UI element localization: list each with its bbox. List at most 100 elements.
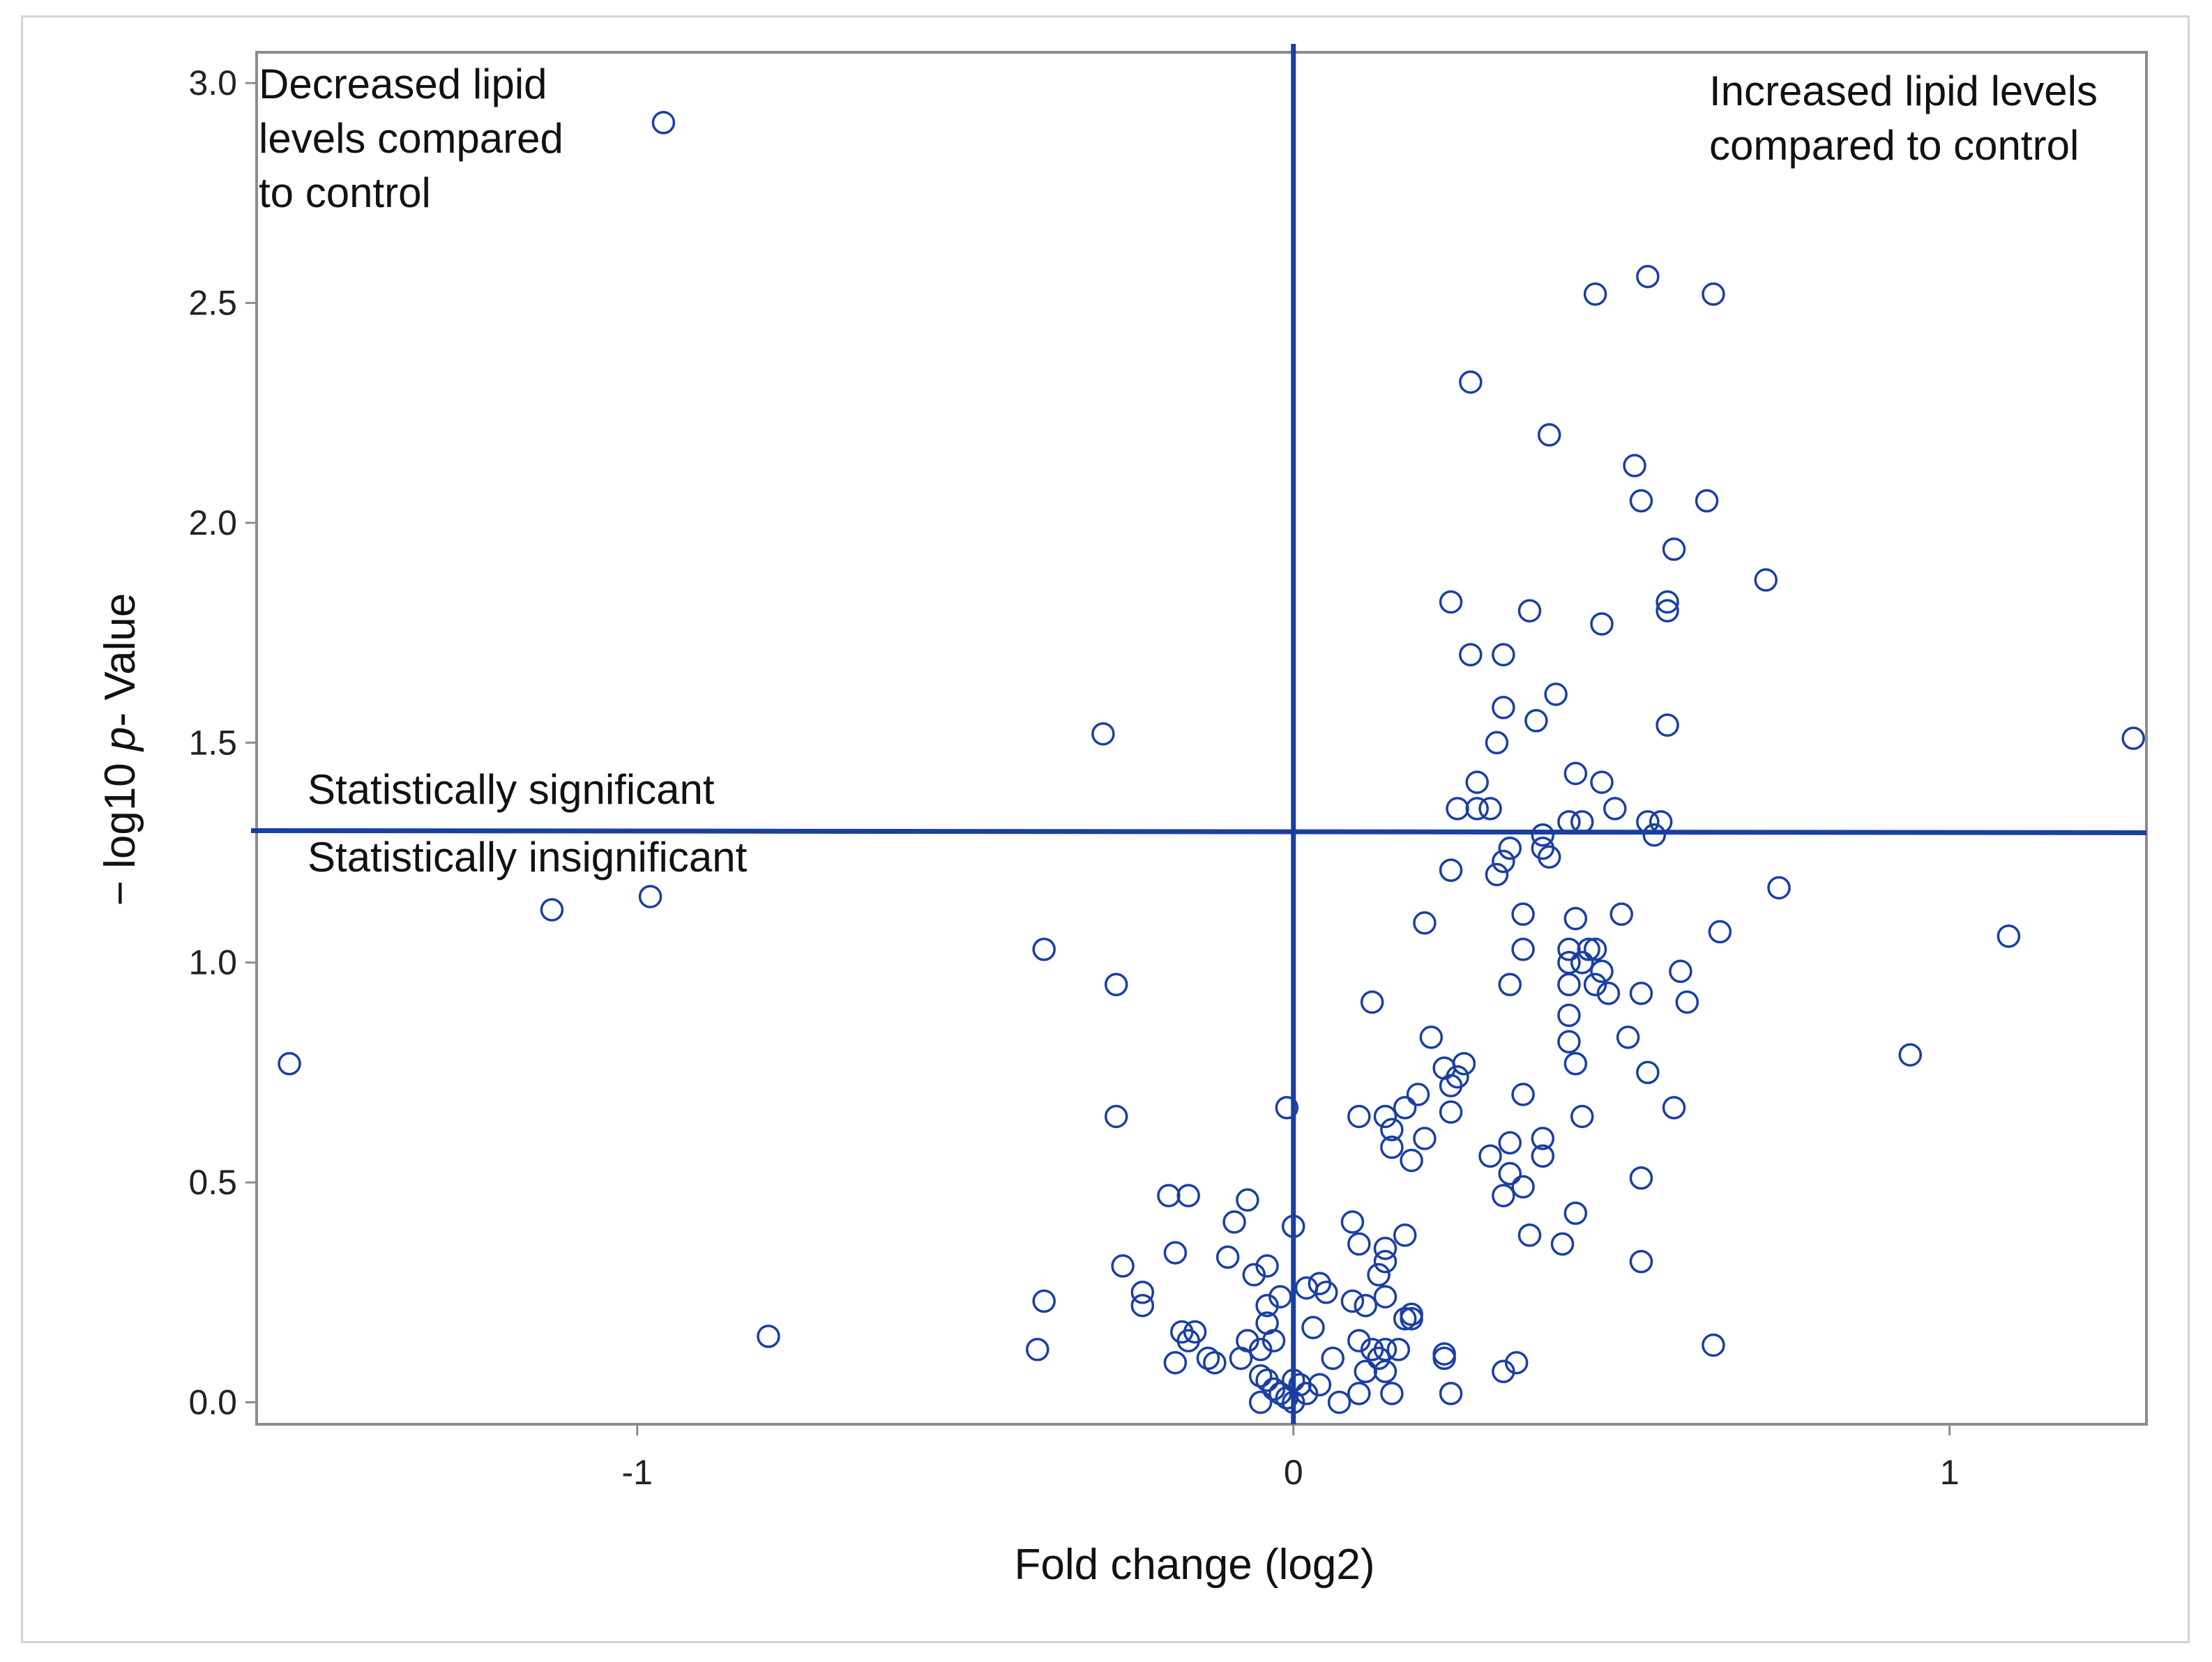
data-point [1459, 643, 1483, 666]
data-point [1492, 1184, 1515, 1207]
data-point [1590, 612, 1614, 636]
y-tick-label: 2.0 [188, 503, 237, 542]
data-point [1373, 1359, 1397, 1384]
data-point [1898, 1043, 1922, 1067]
data-point [1163, 1241, 1188, 1265]
data-point [1196, 1346, 1220, 1371]
data-point [1609, 902, 1633, 927]
data-point [1537, 423, 1561, 447]
data-point [1439, 858, 1463, 882]
data-point [1104, 973, 1128, 996]
data-point [651, 111, 676, 135]
data-points [278, 111, 2145, 1415]
y-axis-title-suffix: - Value [96, 593, 144, 727]
data-point [1340, 1289, 1365, 1313]
data-point [1111, 1254, 1135, 1278]
data-point [1315, 1281, 1338, 1304]
data-point [1504, 1350, 1529, 1375]
data-point [1675, 990, 1699, 1014]
data-point [1485, 731, 1509, 755]
data-point [1255, 1293, 1279, 1318]
data-point [757, 1325, 780, 1348]
horizontal-reference-line [250, 828, 2147, 835]
data-point [1511, 1175, 1535, 1199]
annotation-top-left-line-2: levels compared [259, 115, 563, 162]
data-point [1563, 1052, 1588, 1076]
data-point [1229, 1346, 1253, 1371]
data-point [1400, 1306, 1423, 1331]
data-point [1590, 770, 1614, 794]
data-point [1702, 1333, 1725, 1357]
data-point [1262, 1377, 1286, 1401]
data-point [1498, 973, 1522, 996]
data-point [1222, 1210, 1246, 1234]
data-point [1478, 1144, 1502, 1168]
x-tick-label: 0 [1284, 1453, 1303, 1492]
data-point [1629, 982, 1653, 1005]
data-point [1459, 370, 1483, 394]
data-point [1557, 1030, 1581, 1053]
data-point [1452, 1052, 1476, 1076]
plot-area [255, 51, 2148, 1426]
y-tick-label: 3.0 [188, 63, 237, 102]
data-point [1616, 1026, 1640, 1049]
data-point [1492, 696, 1515, 719]
data-point [1413, 1127, 1437, 1150]
data-point [1419, 1026, 1444, 1049]
x-tick-label: -1 [622, 1453, 653, 1492]
data-point [1511, 902, 1535, 927]
data-point [1550, 1232, 1575, 1256]
data-point [1570, 1104, 1594, 1129]
data-point [1577, 938, 1600, 961]
data-point [1255, 1254, 1279, 1278]
scatter-chart: 0.0 0.5 1.0 1.5 2.0 2.5 3.0 -1 0 1 Decreased lipi… [96, 44, 2148, 1589]
data-point [1629, 1249, 1653, 1274]
data-point [1563, 906, 1588, 931]
axis-ticks: 0.0 0.5 1.0 1.5 2.0 2.5 3.0 -1 0 1 [188, 63, 1959, 1492]
data-point [1446, 1065, 1469, 1089]
data-point [1662, 1096, 1686, 1120]
data-point [1360, 990, 1384, 1014]
data-point [1603, 797, 1627, 821]
data-point [1432, 1342, 1456, 1366]
data-point [1695, 489, 1719, 513]
data-point [1032, 1289, 1056, 1313]
y-axis-title-p: p [96, 727, 144, 752]
data-point [1301, 1316, 1325, 1339]
data-point [1465, 797, 1489, 821]
y-axis-title: − log10 p- Value [96, 593, 144, 906]
annotation-top-left-line-1: Decreased lipid [259, 61, 547, 107]
data-point [1268, 1285, 1292, 1309]
data-point [1517, 1223, 1542, 1247]
data-point [1531, 1144, 1555, 1168]
data-point [1354, 1293, 1377, 1318]
data-point [1662, 538, 1686, 561]
annotation-top-right-line-2: compared to control [1709, 122, 2079, 169]
data-point [1557, 973, 1581, 996]
data-point [1380, 1382, 1404, 1405]
data-point [1340, 1210, 1365, 1234]
data-point [1203, 1350, 1227, 1375]
data-point [1563, 761, 1588, 786]
data-point [1176, 1184, 1200, 1207]
data-point [1517, 599, 1542, 623]
data-point [1439, 1100, 1463, 1124]
data-point [1511, 938, 1535, 961]
data-point [2121, 726, 2145, 750]
data-point [1026, 1338, 1050, 1362]
data-point [1583, 973, 1607, 996]
data-point [1275, 1096, 1299, 1120]
y-tick-label: 1.5 [188, 723, 237, 762]
y-axis-title-prefix: − log10 [96, 751, 144, 906]
data-point [1531, 836, 1555, 860]
data-point [1268, 1382, 1292, 1405]
data-point [1629, 489, 1653, 513]
data-point [1236, 1188, 1259, 1212]
data-point [1032, 938, 1056, 961]
data-point [1373, 1104, 1397, 1129]
data-point [1492, 1359, 1515, 1384]
data-point [1104, 1104, 1128, 1129]
y-tick-label: 1.0 [188, 943, 237, 982]
data-point [1492, 849, 1515, 874]
annotation-significant: Statistically significant [308, 766, 715, 813]
